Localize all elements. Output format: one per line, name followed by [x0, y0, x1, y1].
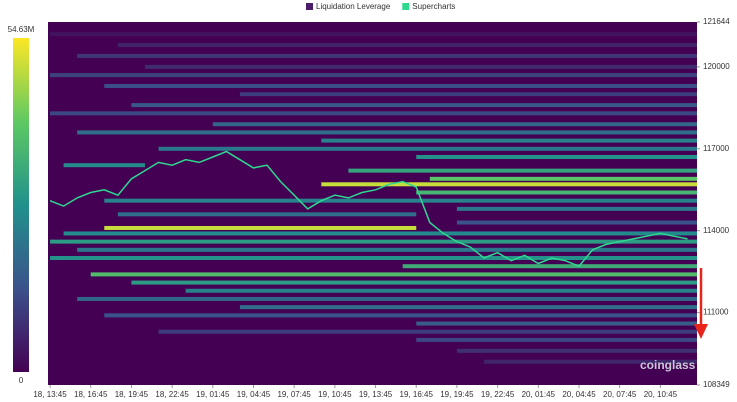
- legend-label: Supercharts: [412, 2, 455, 11]
- y-tick-label: 121644: [703, 17, 730, 26]
- heat-band: [158, 146, 698, 151]
- heat-band: [185, 288, 697, 293]
- x-tick-label: 19, 07:45: [277, 390, 311, 399]
- x-tick-label: 19, 22:45: [481, 390, 515, 399]
- heat-band: [50, 111, 697, 116]
- heat-band: [456, 206, 697, 211]
- heat-band: [63, 231, 697, 236]
- heat-band: [402, 264, 697, 269]
- x-tick-label: 19, 16:45: [400, 390, 434, 399]
- heat-band: [77, 296, 698, 301]
- heat-band: [50, 32, 697, 37]
- heat-band: [321, 182, 697, 187]
- heat-band: [117, 212, 417, 217]
- arrow-head: [694, 324, 708, 339]
- legend-swatch: [402, 3, 410, 10]
- heat-band: [131, 103, 697, 108]
- x-tick-label: 19, 13:45: [359, 390, 393, 399]
- heat-band: [321, 138, 697, 143]
- x-tick-label: 20, 01:45: [522, 390, 556, 399]
- heat-band: [429, 176, 697, 181]
- x-tick-label: 19, 01:45: [196, 390, 230, 399]
- heat-band: [63, 163, 145, 168]
- y-tick-label: 114000: [703, 226, 730, 235]
- x-tick-label: 18, 22:45: [155, 390, 189, 399]
- x-tick-label: 19, 19:45: [440, 390, 474, 399]
- legend-label: Liquidation Leverage: [316, 2, 391, 11]
- x-tick-label: 18, 13:45: [33, 390, 67, 399]
- heat-band: [212, 122, 698, 127]
- heat-band: [484, 359, 697, 364]
- heat-band: [50, 239, 697, 244]
- x-tick-label: 20, 07:45: [603, 390, 637, 399]
- heat-band: [158, 329, 698, 334]
- heat-band: [144, 64, 698, 69]
- heat-band: [50, 73, 697, 78]
- x-tick-label: 18, 16:45: [74, 390, 108, 399]
- heat-band: [416, 337, 697, 342]
- price-line: [49, 150, 688, 268]
- heat-band: [50, 256, 697, 261]
- heat-band: [348, 168, 697, 173]
- y-tick-label: 117000: [703, 144, 730, 153]
- x-tick-label: 18, 19:45: [115, 390, 149, 399]
- heat-band: [456, 220, 697, 225]
- heat-band: [90, 272, 698, 277]
- heat-band: [117, 43, 697, 48]
- heat-band: [77, 247, 698, 252]
- heat-band: [104, 313, 697, 318]
- x-tick-label: 19, 04:45: [237, 390, 271, 399]
- heat-band: [239, 305, 697, 310]
- heat-band: [456, 348, 697, 353]
- color-bar: [13, 38, 29, 372]
- heat-band: [416, 321, 697, 326]
- watermark: coinglass: [640, 358, 696, 372]
- y-tick-label: 120000: [703, 62, 730, 71]
- heat-band: [416, 154, 697, 159]
- heat-band: [239, 92, 697, 97]
- heat-band: [77, 130, 698, 135]
- color-tick-label: 0: [19, 376, 24, 385]
- heat-band: [131, 280, 697, 285]
- heat-band: [104, 83, 697, 88]
- heat-band: [104, 225, 417, 230]
- y-tick-label: 111000: [703, 308, 729, 317]
- color-tick-label: 54.63M: [8, 25, 35, 34]
- x-tick-label: 19, 10:45: [318, 390, 352, 399]
- heat-band: [77, 53, 698, 58]
- y-tick-label: 108349: [703, 380, 730, 389]
- heat-band: [104, 198, 697, 203]
- heat-band: [416, 190, 697, 195]
- x-tick-label: 20, 10:45: [644, 390, 678, 399]
- x-tick-label: 20, 04:45: [562, 390, 596, 399]
- legend-swatch: [306, 3, 313, 10]
